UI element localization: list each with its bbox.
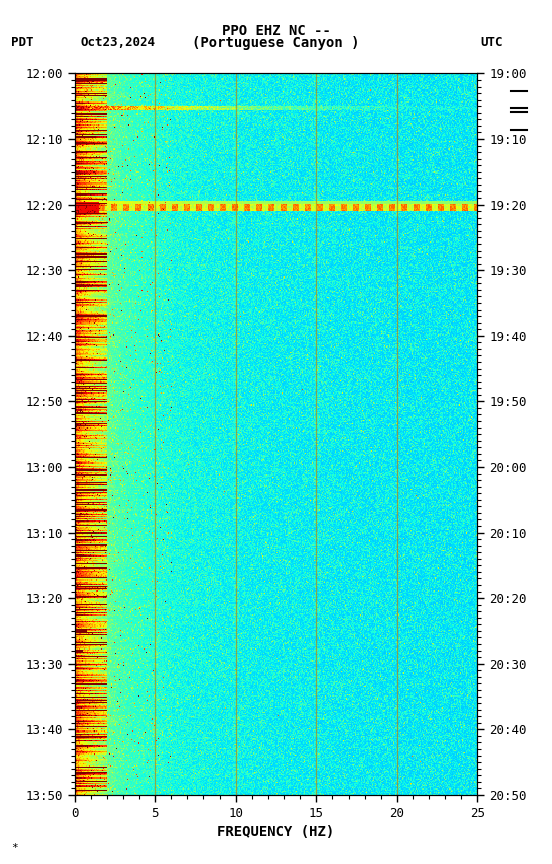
Text: PDT: PDT (11, 36, 34, 49)
X-axis label: FREQUENCY (HZ): FREQUENCY (HZ) (217, 825, 335, 839)
Text: PPO EHZ NC --: PPO EHZ NC -- (221, 24, 331, 38)
Text: Oct23,2024: Oct23,2024 (80, 36, 155, 49)
Text: *: * (11, 842, 18, 853)
Text: UTC: UTC (480, 36, 503, 49)
Text: (Portuguese Canyon ): (Portuguese Canyon ) (192, 36, 360, 50)
